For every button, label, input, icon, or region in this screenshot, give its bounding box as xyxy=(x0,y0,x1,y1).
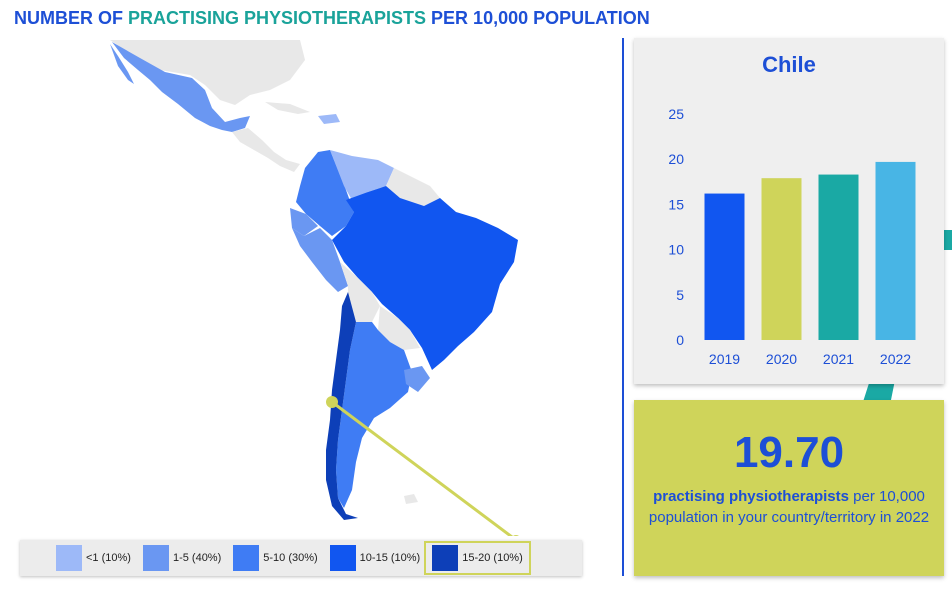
legend-item-0[interactable]: <1 (10%) xyxy=(56,543,131,573)
region-usa[interactable] xyxy=(110,40,305,105)
region-baja[interactable] xyxy=(110,44,134,84)
region-brazil[interactable] xyxy=(332,186,518,370)
legend-item-2[interactable]: 5-10 (30%) xyxy=(233,543,318,573)
y-tick-label: 5 xyxy=(676,287,684,303)
bar-2021[interactable] xyxy=(818,174,859,340)
legend-swatch xyxy=(233,545,260,571)
map-legend: <1 (10%) 1-5 (40%) 5-10 (30%) 10-15 (10%) 15… xyxy=(20,540,582,576)
legend-item-3[interactable]: 10-15 (10%) xyxy=(329,543,421,573)
legend-swatch xyxy=(56,545,82,571)
legend-label: 15-20 (10%) xyxy=(462,552,523,564)
y-tick-label: 25 xyxy=(668,106,684,122)
choropleth-map[interactable] xyxy=(0,36,612,536)
bar-2020[interactable] xyxy=(761,178,802,340)
legend-swatch xyxy=(432,545,459,571)
x-tick-label: 2021 xyxy=(823,351,854,367)
region-hispaniola[interactable] xyxy=(318,114,340,124)
legend-label: 10-15 (10%) xyxy=(359,552,421,564)
x-tick-label: 2020 xyxy=(766,351,797,367)
y-tick-label: 10 xyxy=(668,242,684,258)
bar-2022[interactable] xyxy=(875,161,916,340)
country-chart-card: Chile 0 5 10 15 20 25 2019 2020 2021 2022 xyxy=(634,38,944,384)
region-guianas[interactable] xyxy=(386,168,440,206)
region-uruguay[interactable] xyxy=(404,366,430,392)
region-central-america[interactable] xyxy=(232,128,300,172)
legend-label: 1-5 (40%) xyxy=(172,552,222,564)
summary-text-bold: practising physiotherapists xyxy=(653,488,849,505)
title-part-3: PER 10,000 POPULATION xyxy=(426,8,650,28)
title-part-1: NUMBER OF xyxy=(14,8,128,28)
x-tick-label: 2022 xyxy=(880,351,911,367)
summary-text-rest: per 10,000 population in your country/te… xyxy=(648,488,930,526)
region-cuba[interactable] xyxy=(265,102,310,114)
region-chile[interactable] xyxy=(326,292,358,520)
legend-label: <1 (10%) xyxy=(86,552,131,564)
summary-value: 19.70 xyxy=(733,428,845,477)
legend-label: 5-10 (30%) xyxy=(263,552,318,564)
region-paraguay[interactable] xyxy=(378,306,420,350)
region-falklands[interactable] xyxy=(404,494,418,504)
bar-chart: 0 5 10 15 20 25 2019 2020 2021 2022 xyxy=(668,106,916,367)
page-title: NUMBER OF PRACTISING PHYSIOTHERAPISTS PE… xyxy=(14,8,650,29)
bar-2019[interactable] xyxy=(704,193,745,340)
region-venezuela[interactable] xyxy=(330,150,394,200)
summary-card: 19.70 practising physiotherapists per 10… xyxy=(634,400,944,576)
region-argentina[interactable] xyxy=(336,322,412,508)
region-mexico[interactable] xyxy=(112,42,250,132)
y-tick-label: 20 xyxy=(668,151,684,167)
chart-title: Chile xyxy=(762,52,816,77)
legend-swatch xyxy=(329,545,356,571)
legend-item-1[interactable]: 1-5 (40%) xyxy=(142,543,222,573)
legend-item-4[interactable]: 15-20 (10%) xyxy=(424,541,531,575)
chile-leader-line xyxy=(331,400,514,536)
y-tick-label: 0 xyxy=(676,332,684,348)
y-tick-label: 15 xyxy=(668,196,684,212)
region-ecuador[interactable] xyxy=(290,208,318,236)
divider xyxy=(622,38,624,576)
legend-marker xyxy=(513,535,519,536)
summary-text: practising physiotherapists per 10,000 p… xyxy=(644,486,934,528)
chile-marker[interactable] xyxy=(326,396,338,408)
legend-swatch xyxy=(142,545,169,571)
region-peru[interactable] xyxy=(292,228,348,292)
x-tick-label: 2019 xyxy=(709,351,740,367)
title-part-2: PRACTISING PHYSIOTHERAPISTS xyxy=(128,8,427,28)
region-colombia[interactable] xyxy=(296,150,354,236)
